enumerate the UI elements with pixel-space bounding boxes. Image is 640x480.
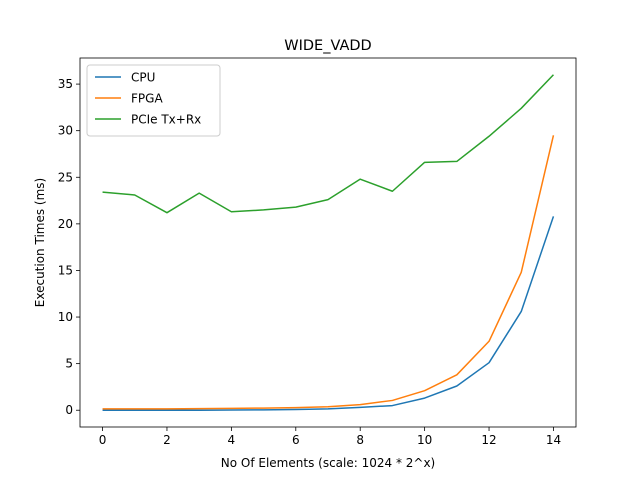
series-line-cpu (102, 216, 555, 411)
x-tick-label: 4 (228, 433, 236, 447)
chart-title: WIDE_VADD (284, 38, 371, 54)
y-tick-label: 35 (58, 77, 73, 91)
y-tick-label: 0 (65, 403, 73, 417)
y-tick-label: 10 (58, 310, 73, 324)
x-tick-label: 14 (546, 433, 561, 447)
x-tick-label: 2 (163, 433, 171, 447)
series-lines (102, 74, 555, 411)
x-axis: 0 2 4 6 8 10 12 14 (99, 427, 561, 447)
legend-label-fpga: FPGA (131, 92, 163, 106)
y-tick-label: 30 (58, 124, 73, 138)
plot-frame (79, 57, 577, 428)
y-tick-label: 5 (65, 357, 73, 371)
y-tick-label: 20 (58, 217, 73, 231)
series-line-pcie-tx-rx (102, 74, 554, 214)
y-axis: 0 5 10 15 20 25 30 35 (58, 77, 80, 417)
x-axis-label: No Of Elements (scale: 1024 * 2^x) (221, 456, 435, 470)
y-tick-label: 15 (58, 263, 73, 277)
x-tick-label: 12 (481, 433, 496, 447)
legend: CPU FPGA PCIe Tx+Rx (86, 64, 221, 137)
x-tick-label: 6 (292, 433, 300, 447)
x-tick-label: 10 (417, 433, 432, 447)
legend-label-pcie-tx-rx: PCIe Tx+Rx (131, 113, 201, 127)
y-axis-label: Execution Times (ms) (33, 178, 47, 307)
legend-label-cpu: CPU (131, 71, 155, 85)
x-tick-label: 8 (356, 433, 364, 447)
series-line-fpga (102, 135, 555, 410)
y-tick-label: 25 (58, 170, 73, 184)
x-tick-label: 0 (99, 433, 107, 447)
